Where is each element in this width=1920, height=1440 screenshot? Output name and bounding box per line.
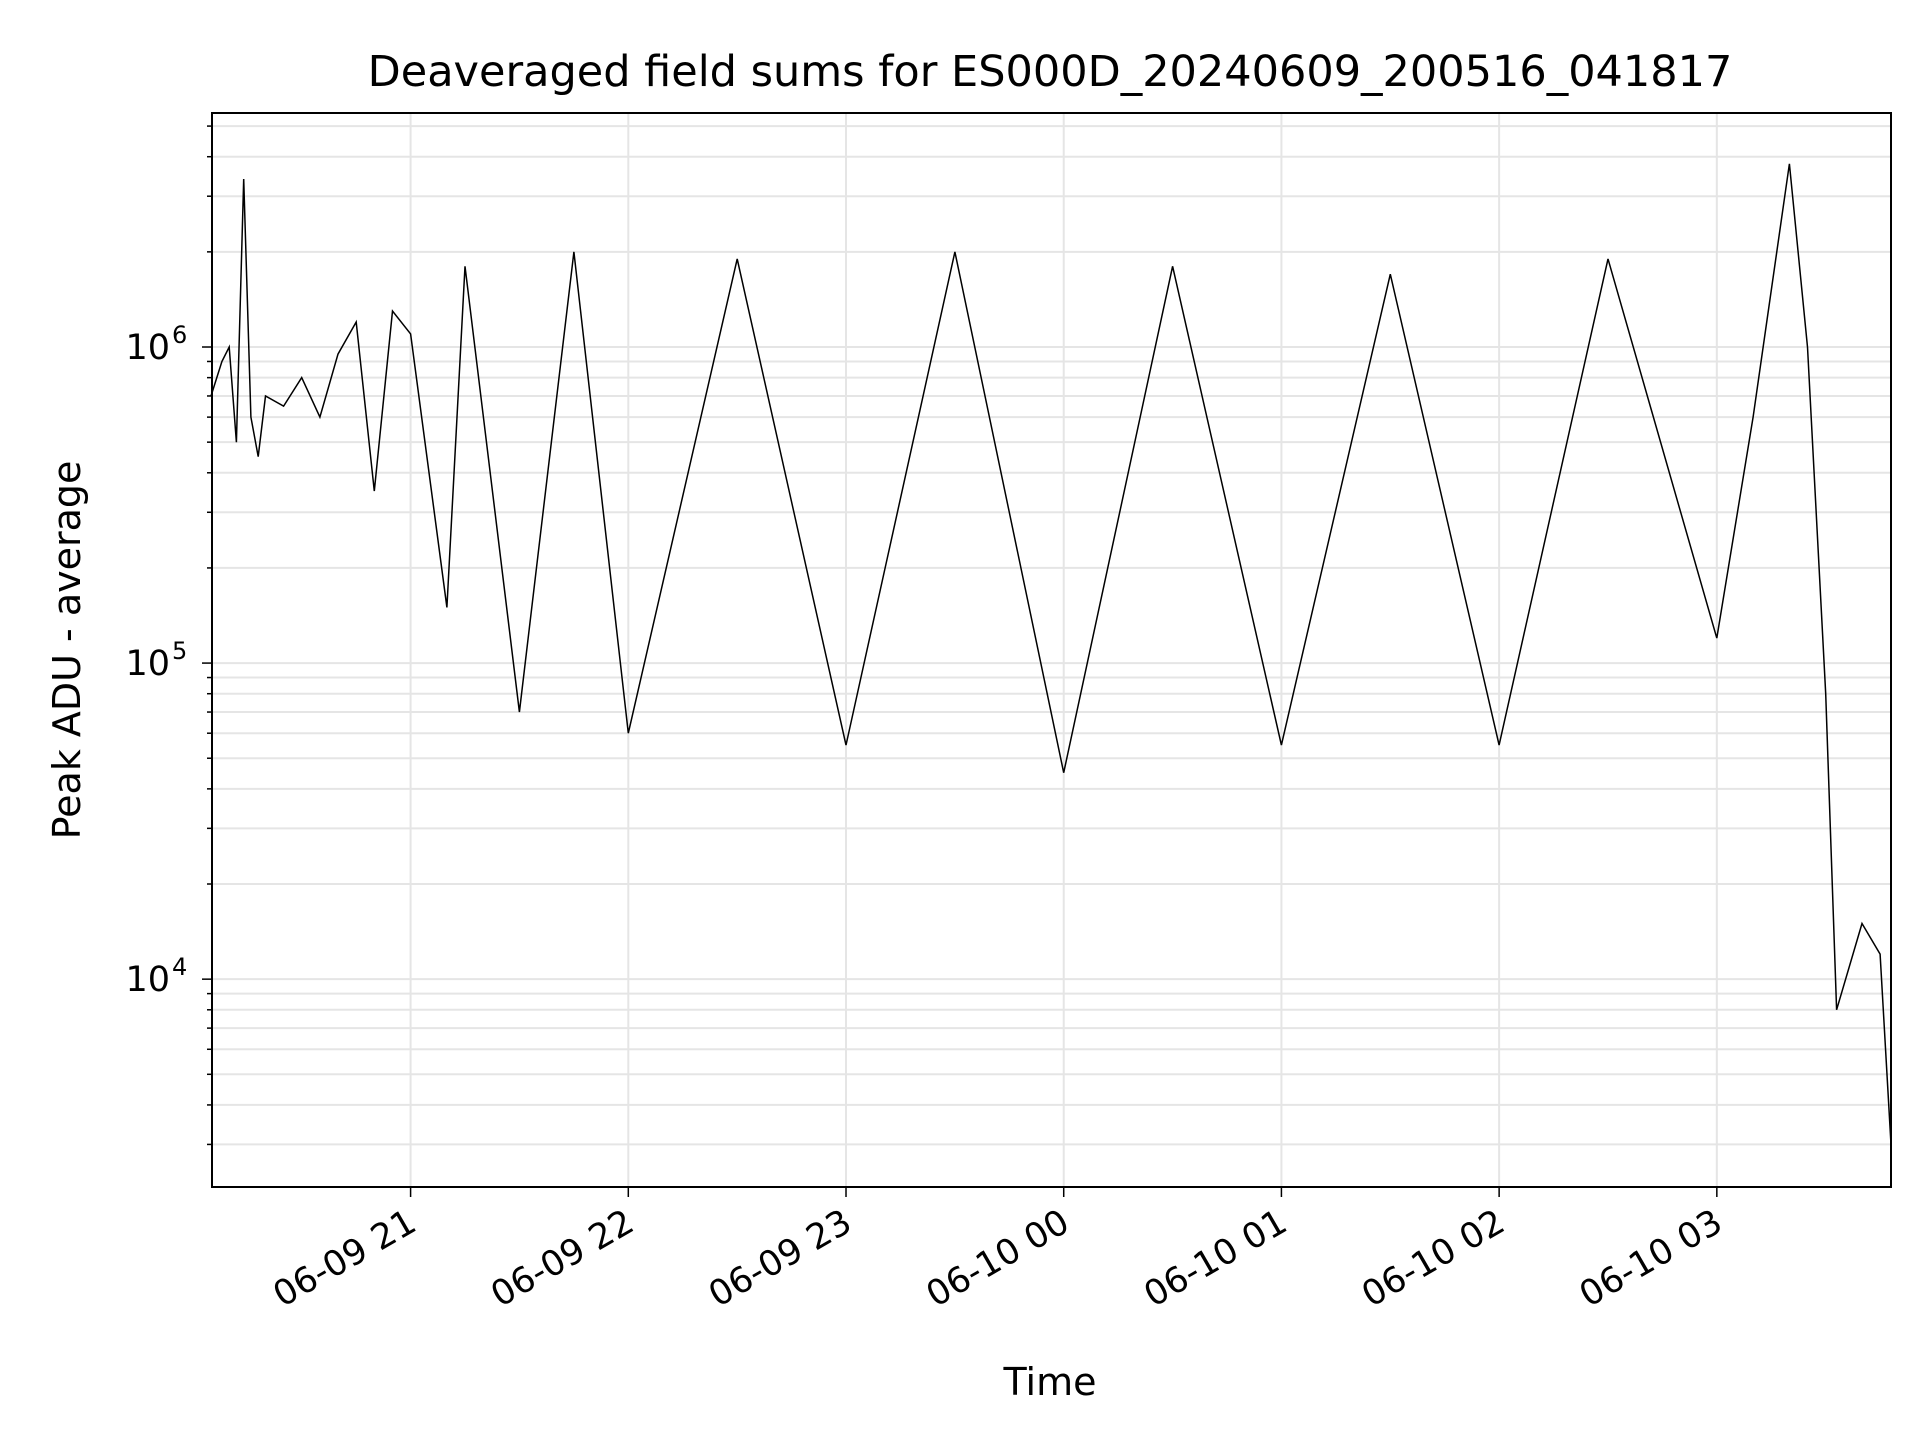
y-tick-label: 10	[125, 644, 170, 684]
x-tick-label: 06-09 23	[702, 1202, 858, 1315]
x-tick-label: 06-09 21	[267, 1202, 423, 1315]
y-tick-label: 10	[125, 328, 170, 368]
y-tick-exponent: 6	[172, 321, 187, 349]
x-tick-label: 06-10 01	[1138, 1202, 1294, 1315]
plot-frame	[211, 112, 1892, 1188]
x-tick-label: 06-10 03	[1573, 1202, 1729, 1315]
series-line	[210, 163, 1892, 1145]
chart-title: Deaveraged field sums for ES000D_2024060…	[368, 47, 1733, 97]
x-tick-label: 06-10 00	[920, 1202, 1076, 1315]
x-tick-label: 06-09 22	[485, 1202, 641, 1315]
y-tick-exponent: 4	[172, 953, 187, 981]
series-layer	[210, 163, 1892, 1145]
y-axis-label: Peak ADU - average	[45, 461, 89, 840]
y-tick-label: 10	[125, 960, 170, 1000]
y-tick-exponent: 5	[172, 637, 187, 665]
x-axis-label: Time	[1003, 1360, 1097, 1404]
x-tick-label: 06-10 02	[1355, 1202, 1511, 1315]
ticks: 06-09 21 06-09 22 06-09 23 06-10 00 06-10 01…	[125, 125, 1729, 1315]
